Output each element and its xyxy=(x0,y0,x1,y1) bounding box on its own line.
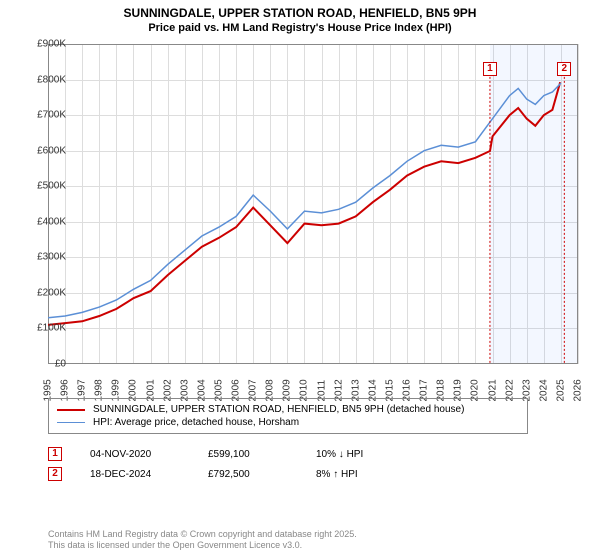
y-tick-label: £0 xyxy=(55,359,66,370)
x-tick-label: 2024 xyxy=(538,378,549,402)
attribution-line2: This data is licensed under the Open Gov… xyxy=(48,540,357,552)
footnote-change: 8% ↑ HPI xyxy=(316,469,358,480)
y-tick-label: £400K xyxy=(37,216,66,227)
legend-label: HPI: Average price, detached house, Hors… xyxy=(93,417,299,428)
footnote-price: £599,100 xyxy=(208,449,288,460)
y-tick-label: £200K xyxy=(37,287,66,298)
y-tick-label: £100K xyxy=(37,323,66,334)
footnote-date: 18-DEC-2024 xyxy=(90,469,180,480)
series-hpi xyxy=(48,83,561,318)
footnote-change: 10% ↓ HPI xyxy=(316,449,363,460)
footnotes: 1 04-NOV-2020 £599,100 10% ↓ HPI 2 18-DEC-202… xyxy=(48,444,363,484)
gridline-v xyxy=(578,44,579,364)
footnote-date: 04-NOV-2020 xyxy=(90,449,180,460)
y-tick-label: £700K xyxy=(37,110,66,121)
legend-item: HPI: Average price, detached house, Hors… xyxy=(57,416,519,429)
attribution-line1: Contains HM Land Registry data © Crown c… xyxy=(48,529,357,541)
footnote-row: 2 18-DEC-2024 £792,500 8% ↑ HPI xyxy=(48,464,363,484)
legend-swatch xyxy=(57,409,85,411)
attribution: Contains HM Land Registry data © Crown c… xyxy=(48,529,357,552)
x-tick-label: 2026 xyxy=(573,378,584,402)
legend-swatch xyxy=(57,422,85,424)
footnote-marker: 2 xyxy=(48,467,62,481)
y-tick-label: £600K xyxy=(37,145,66,156)
chart-marker-2: 2 xyxy=(557,62,571,76)
chart-title: SUNNINGDALE, UPPER STATION ROAD, HENFIEL… xyxy=(0,0,600,22)
x-tick-label: 2025 xyxy=(555,378,566,402)
legend-item: SUNNINGDALE, UPPER STATION ROAD, HENFIEL… xyxy=(57,403,519,416)
y-tick-label: £900K xyxy=(37,39,66,50)
chart-marker-1: 1 xyxy=(483,62,497,76)
chart-lines xyxy=(48,44,578,364)
footnote-marker: 1 xyxy=(48,447,62,461)
chart-subtitle: Price paid vs. HM Land Registry's House … xyxy=(0,22,600,42)
legend-label: SUNNINGDALE, UPPER STATION ROAD, HENFIEL… xyxy=(93,404,464,415)
series-price_paid xyxy=(48,82,560,325)
footnote-price: £792,500 xyxy=(208,469,288,480)
y-tick-label: £500K xyxy=(37,181,66,192)
footnote-row: 1 04-NOV-2020 £599,100 10% ↓ HPI xyxy=(48,444,363,464)
y-tick-label: £800K xyxy=(37,74,66,85)
y-tick-label: £300K xyxy=(37,252,66,263)
legend: SUNNINGDALE, UPPER STATION ROAD, HENFIEL… xyxy=(48,398,528,434)
